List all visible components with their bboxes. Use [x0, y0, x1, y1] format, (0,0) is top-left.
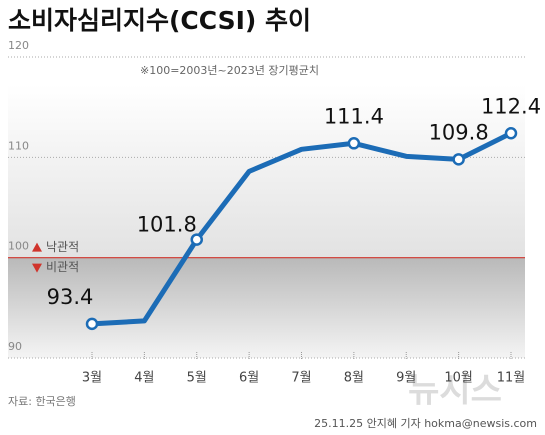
y-tick-label: 90 [8, 340, 22, 353]
y-tick-label: 120 [8, 39, 29, 52]
legend-below: 비관적 [46, 260, 79, 274]
credit: 25.11.25 안지혜 기자 hokma@newsis.com [314, 417, 537, 430]
y-tick-label: 100 [8, 240, 29, 253]
x-tick-label: 5월 [187, 371, 207, 386]
data-label: 101.8 [137, 213, 197, 237]
up-arrow [32, 242, 42, 252]
chart-subtitle: ※100=2003년~2023년 장기평균치 [140, 64, 319, 77]
point [347, 137, 361, 150]
point [85, 317, 99, 331]
watermark: 뉴시스 [408, 371, 502, 411]
data-label: 111.4 [324, 104, 384, 128]
point [452, 153, 465, 166]
legend-above: 낙관적 [46, 240, 79, 254]
positive-zone [8, 85, 525, 258]
down-arrow [32, 263, 42, 273]
data-label: 112.4 [481, 94, 541, 118]
line [91, 131, 513, 327]
x-tick-label: 4월 [134, 371, 154, 386]
chart-title: 소비자심리지수(CCSI) 추이 [8, 6, 311, 35]
data-label: 109.8 [429, 120, 489, 144]
x-tick-label: 6월 [239, 371, 259, 386]
point [504, 127, 518, 140]
point [190, 233, 203, 246]
x-tick-label: 10월 [444, 371, 473, 386]
x-tick-label: 11월 [497, 371, 526, 386]
x-tick-label: 3월 [82, 371, 102, 386]
source: 자료: 한국은행 [8, 395, 76, 408]
x-tick-label: 7월 [291, 371, 311, 386]
negative-zone [8, 257, 525, 358]
x-tick-label: 9월 [396, 371, 416, 386]
data-label: 93.4 [47, 285, 94, 309]
y-tick-label: 110 [8, 139, 29, 152]
x-tick-label: 8월 [344, 371, 364, 386]
